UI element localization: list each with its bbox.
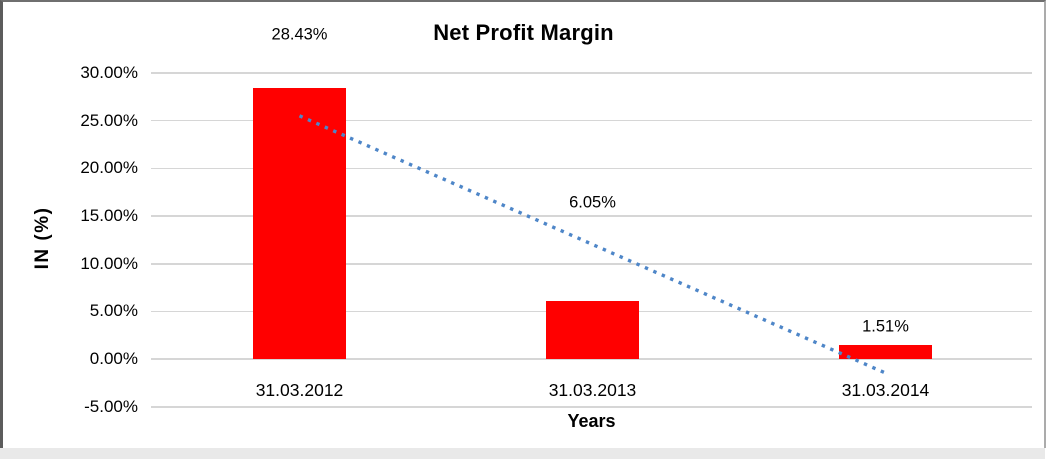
y-tick-label: 25.00% [80,110,138,130]
x-tick-label: 31.03.2012 [255,380,344,400]
y-tick-label: 20.00% [80,158,138,178]
bar [546,301,639,360]
bar [253,87,346,360]
y-tick-label: 30.00% [80,62,138,82]
gridline [151,406,1032,408]
y-tick-label: -5.00% [84,396,138,416]
y-tick-label: 15.00% [80,206,138,226]
x-tick-label: 31.03.2013 [548,380,637,400]
bar [839,344,932,360]
bar-data-label: 6.05% [569,193,616,212]
bottom-edge-strip [0,448,1045,459]
y-tick-label: 10.00% [80,253,138,273]
bar-data-label: 28.43% [271,25,328,44]
x-tick-label: 31.03.2014 [841,380,930,400]
y-tick-label: 5.00% [89,301,138,321]
chart-frame: Net Profit Margin IN (%) Years 30.00% 25.… [0,0,1046,448]
x-axis-title: Years [567,411,616,431]
gridline [151,72,1032,74]
bar-data-label: 1.51% [862,317,909,336]
y-tick-label: 0.00% [89,349,138,369]
chart-title: Net Profit Margin [433,20,614,45]
